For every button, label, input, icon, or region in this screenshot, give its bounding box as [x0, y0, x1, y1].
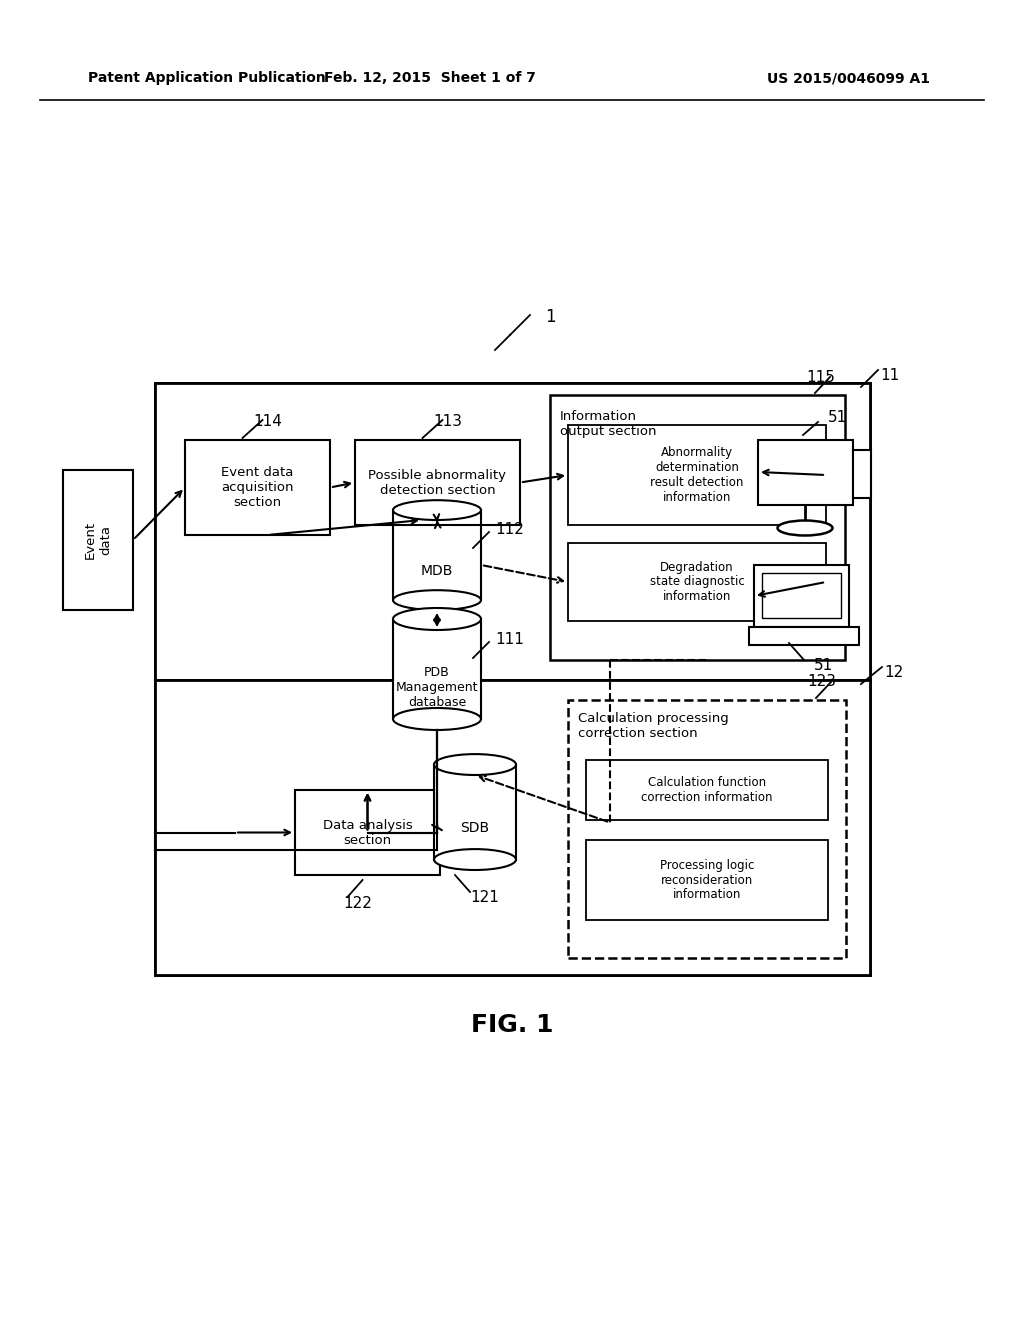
FancyBboxPatch shape [155, 383, 870, 975]
Text: Possible abnormality
detection section: Possible abnormality detection section [369, 469, 507, 496]
Text: Event data
acquisition
section: Event data acquisition section [221, 466, 294, 510]
FancyBboxPatch shape [586, 760, 828, 820]
Text: 122: 122 [343, 895, 372, 911]
FancyBboxPatch shape [749, 627, 859, 645]
Text: Calculation processing
correction section: Calculation processing correction sectio… [578, 711, 729, 741]
Text: Degradation
state diagnostic
information: Degradation state diagnostic information [649, 561, 744, 603]
FancyBboxPatch shape [185, 440, 330, 535]
Text: 121: 121 [471, 891, 500, 906]
Text: Feb. 12, 2015  Sheet 1 of 7: Feb. 12, 2015 Sheet 1 of 7 [324, 71, 536, 84]
Text: Information
output section: Information output section [560, 411, 656, 438]
Text: 1: 1 [545, 308, 556, 326]
Text: 12: 12 [884, 665, 903, 680]
FancyBboxPatch shape [393, 529, 481, 601]
Text: Processing logic
reconsideration
information: Processing logic reconsideration informa… [659, 858, 755, 902]
Text: Patent Application Publication: Patent Application Publication [88, 71, 326, 84]
Text: 51: 51 [814, 657, 834, 672]
Text: 111: 111 [495, 632, 524, 648]
Text: Abnormality
determination
result detection
information: Abnormality determination result detecti… [650, 446, 743, 504]
Text: 114: 114 [253, 414, 282, 429]
Text: 113: 113 [433, 414, 462, 429]
Text: FIG. 1: FIG. 1 [471, 1012, 553, 1038]
FancyBboxPatch shape [853, 450, 871, 498]
Text: Event
data: Event data [84, 521, 112, 560]
Text: PDB
Management
database: PDB Management database [395, 667, 478, 710]
Text: 51: 51 [828, 411, 847, 425]
FancyBboxPatch shape [355, 440, 520, 525]
FancyBboxPatch shape [762, 573, 841, 618]
Text: MDB: MDB [421, 564, 454, 578]
Text: 11: 11 [880, 368, 899, 383]
Text: 123: 123 [807, 675, 836, 689]
FancyBboxPatch shape [393, 642, 481, 719]
Text: 112: 112 [495, 523, 524, 537]
FancyBboxPatch shape [568, 425, 826, 525]
FancyBboxPatch shape [754, 565, 849, 627]
Text: 115: 115 [806, 370, 835, 384]
FancyBboxPatch shape [568, 543, 826, 620]
FancyBboxPatch shape [758, 440, 853, 506]
Ellipse shape [393, 609, 481, 630]
FancyBboxPatch shape [155, 680, 870, 975]
Text: US 2015/0046099 A1: US 2015/0046099 A1 [767, 71, 930, 84]
FancyBboxPatch shape [568, 700, 846, 958]
FancyBboxPatch shape [586, 840, 828, 920]
FancyBboxPatch shape [155, 383, 870, 680]
Ellipse shape [434, 754, 516, 775]
Ellipse shape [393, 590, 481, 610]
Ellipse shape [393, 500, 481, 520]
Ellipse shape [393, 708, 481, 730]
Text: Data analysis
section: Data analysis section [323, 818, 413, 846]
Ellipse shape [434, 849, 516, 870]
Text: Calculation function
correction information: Calculation function correction informat… [641, 776, 773, 804]
FancyBboxPatch shape [295, 789, 440, 875]
FancyBboxPatch shape [550, 395, 845, 660]
Ellipse shape [777, 520, 833, 536]
FancyBboxPatch shape [63, 470, 133, 610]
Text: SDB: SDB [461, 821, 489, 836]
FancyBboxPatch shape [434, 785, 516, 859]
